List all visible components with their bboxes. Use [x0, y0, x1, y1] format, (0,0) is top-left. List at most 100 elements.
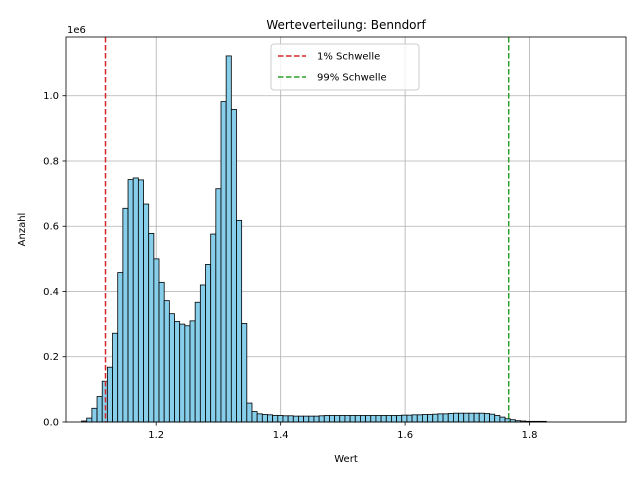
histogram-bar [473, 412, 480, 423]
y-axis-offset-label: 1e6 [67, 25, 86, 36]
histogram-bar [287, 415, 294, 423]
histogram-bar [168, 313, 175, 423]
histogram-bar [189, 320, 196, 423]
histogram-bar [194, 301, 201, 423]
legend: 1% Schwelle 99% Schwelle [270, 43, 420, 91]
histogram-bar [153, 258, 160, 423]
histogram-bar [396, 415, 403, 423]
histogram-bar [375, 415, 382, 423]
histogram-bar [215, 188, 222, 423]
histogram-bar [406, 414, 413, 423]
y-axis-label: Anzahl [17, 213, 28, 247]
histogram-bar [267, 414, 274, 423]
histogram-bar [261, 414, 268, 423]
threshold-lines [104, 37, 510, 422]
x-axis-label: Wert [334, 454, 358, 465]
histogram-bar [427, 414, 434, 423]
histogram-bar [401, 414, 408, 423]
histogram-bar [385, 415, 392, 423]
histogram-bar [112, 332, 119, 423]
histogram-bar [230, 109, 237, 423]
y-tick-label: 0.2 [43, 352, 59, 363]
histogram-bar [334, 415, 341, 423]
histogram-bar [447, 413, 454, 423]
histogram-bar [344, 415, 351, 423]
histogram-bar [416, 414, 423, 423]
histogram-bar [122, 207, 129, 423]
histogram-bar [478, 412, 485, 423]
histogram-bar [117, 272, 124, 423]
histogram-bar [437, 413, 444, 423]
x-tick-label: 1.6 [397, 430, 413, 441]
histogram-bar [205, 264, 212, 423]
histogram-bar [277, 415, 284, 423]
histogram-bar [127, 179, 134, 423]
histogram-bars [81, 55, 547, 423]
plot-frame [65, 36, 627, 423]
y-tick-label: 0.4 [43, 287, 59, 298]
histogram-bar [199, 284, 206, 423]
histogram-bar [463, 412, 470, 423]
histogram-bar [251, 411, 258, 423]
histogram-bar [458, 412, 465, 423]
histogram-bar [349, 415, 356, 423]
histogram-bar [442, 413, 449, 423]
histogram-bar [236, 219, 243, 423]
histogram-bar [256, 413, 263, 423]
legend-label-1pct: 1% Schwelle [317, 52, 380, 63]
histogram-bar [143, 203, 150, 423]
histogram-bar [499, 416, 506, 423]
histogram-bar [483, 413, 490, 423]
histogram-bar [292, 415, 299, 423]
histogram-bar [137, 179, 144, 423]
y-axis-ticks: 0.0 0.2 0.4 0.6 0.8 1.0 [43, 91, 66, 429]
histogram-bar [313, 415, 320, 423]
histogram-bar [365, 415, 372, 423]
histogram-bar [432, 413, 439, 423]
histogram-bar [210, 233, 217, 423]
histogram-bar [494, 415, 501, 423]
histogram-bar [360, 415, 366, 423]
histogram-bar [370, 415, 377, 423]
histogram-bar [91, 407, 98, 423]
histogram-bar [241, 323, 248, 423]
histogram-bar [272, 415, 279, 423]
histogram-bar [158, 281, 165, 423]
histogram-bar [339, 415, 346, 423]
histogram-bar [452, 412, 459, 423]
histogram-bar [225, 55, 232, 423]
histogram-bar [163, 300, 170, 423]
histogram-bar [179, 323, 186, 423]
histogram-bar [298, 415, 305, 423]
histogram-bar [106, 366, 113, 423]
histogram-bar [391, 415, 397, 423]
histogram-bar [318, 415, 325, 423]
histogram-bar [422, 414, 428, 423]
legend-label-99pct: 99% Schwelle [317, 73, 387, 84]
histogram-bar [174, 321, 181, 423]
histogram-bar [468, 412, 475, 423]
histogram-bar [246, 402, 253, 423]
histogram-bar [489, 413, 496, 423]
histogram-bar [148, 233, 155, 423]
histogram-bar [184, 325, 191, 423]
x-tick-label: 1.4 [273, 430, 289, 441]
y-tick-label: 0.0 [43, 418, 59, 429]
histogram-bar [96, 396, 103, 423]
histogram-bar [132, 177, 139, 423]
x-tick-label: 1.2 [148, 430, 164, 441]
histogram-bar [323, 415, 330, 423]
histogram-bar [282, 415, 289, 423]
chart-title: Werteverteilung: Benndorf [266, 18, 426, 32]
histogram-bar [303, 415, 310, 423]
histogram-bar [220, 101, 227, 423]
x-axis-ticks: 1.2 1.4 1.6 1.8 [148, 422, 538, 441]
y-tick-label: 1.0 [43, 91, 59, 102]
histogram-bar [86, 417, 93, 423]
histogram-bar [380, 415, 387, 423]
histogram-bar [354, 415, 361, 423]
histogram-bar [308, 415, 315, 423]
y-tick-label: 0.8 [43, 156, 59, 167]
x-tick-label: 1.8 [522, 430, 538, 441]
